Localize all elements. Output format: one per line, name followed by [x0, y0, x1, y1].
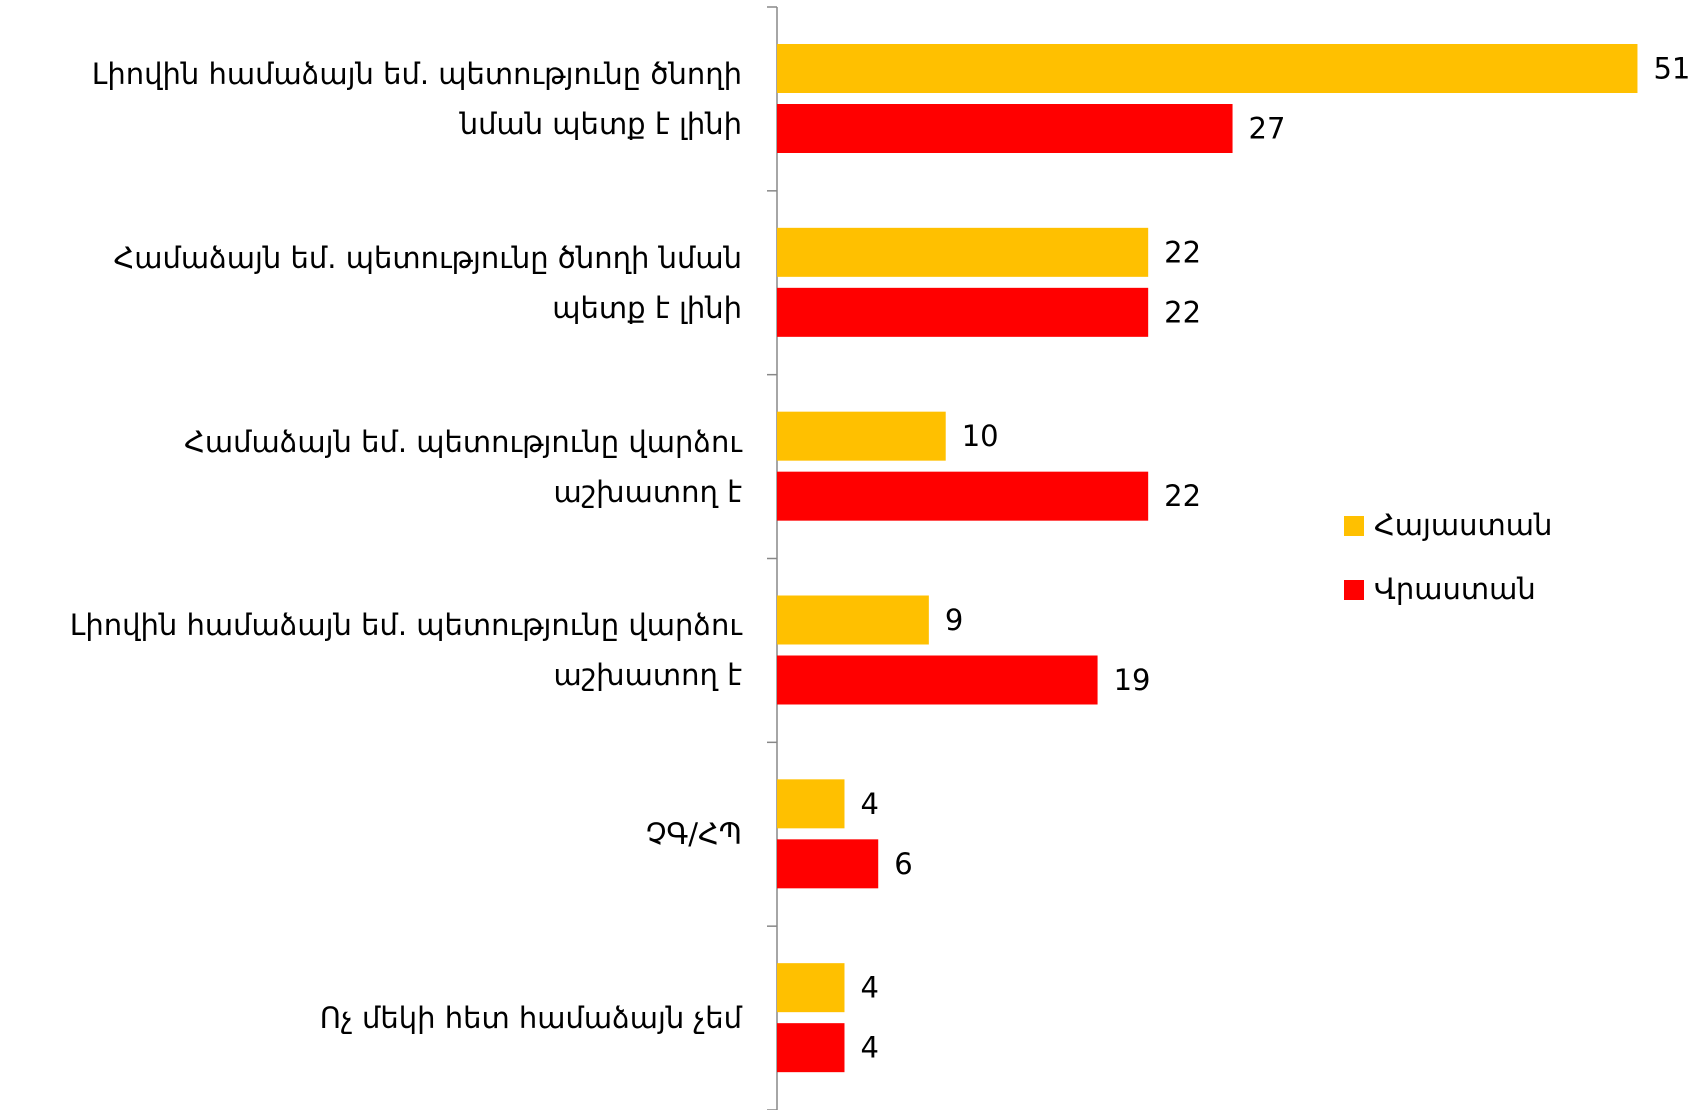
legend-swatch — [1344, 516, 1364, 536]
category-label-box: Լիովին համաձայն եմ. պետությունը վարձու ա… — [0, 559, 742, 743]
category-label-box: Համաձայն եմ. պետությունը վարձու աշխատող … — [0, 375, 742, 559]
value-label: 4 — [860, 971, 878, 1005]
category-label-box: Համաձայն եմ. պետությունը ծնողի նման պետք… — [0, 191, 742, 375]
value-label: 6 — [894, 847, 912, 881]
value-label: 22 — [1164, 479, 1201, 513]
bar — [777, 104, 1233, 153]
legend-label: Հայաստան — [1374, 508, 1552, 542]
bar — [777, 1023, 845, 1073]
bar — [777, 963, 845, 1013]
bar — [777, 411, 946, 461]
value-label: 10 — [962, 419, 999, 453]
legend-swatch — [1344, 580, 1364, 600]
category-label-box: Ոչ մեկի հետ համաձայն չեմ — [0, 926, 742, 1110]
category-label-box: Լիովին համաձայն եմ. պետությունը ծնողի նմ… — [0, 7, 742, 191]
value-label: 9 — [945, 603, 963, 637]
value-label: 22 — [1164, 235, 1201, 269]
category-label: ՉԳ/ՀՊ — [645, 817, 742, 852]
value-label: 4 — [860, 1031, 878, 1065]
bar — [777, 287, 1149, 337]
value-label: 19 — [1114, 663, 1151, 697]
category-label: Լիովին համաձայն եմ. պետությունը ծնողի նմ… — [91, 56, 742, 141]
bar — [777, 655, 1098, 705]
bar — [777, 779, 845, 829]
category-label: Ոչ մեկի հետ համաձայն չեմ — [319, 1001, 742, 1036]
value-label: 22 — [1164, 295, 1201, 329]
bar — [777, 44, 1638, 93]
value-label: 51 — [1653, 52, 1690, 86]
category-label: Լիովին համաձայն եմ. պետությունը վարձու ա… — [69, 608, 742, 693]
category-label-box: ՉԳ/ՀՊ — [0, 742, 742, 926]
bar — [777, 471, 1149, 521]
legend-label: Վրաստան — [1374, 572, 1536, 606]
bar — [777, 227, 1149, 277]
value-label: 27 — [1249, 112, 1286, 146]
category-label: Համաձայն եմ. պետությունը վարձու աշխատող … — [184, 424, 742, 509]
bar — [777, 595, 929, 645]
bar — [777, 839, 879, 889]
value-label: 4 — [860, 787, 878, 821]
category-label: Համաձայն եմ. պետությունը ծնողի նման պետք… — [113, 240, 742, 325]
